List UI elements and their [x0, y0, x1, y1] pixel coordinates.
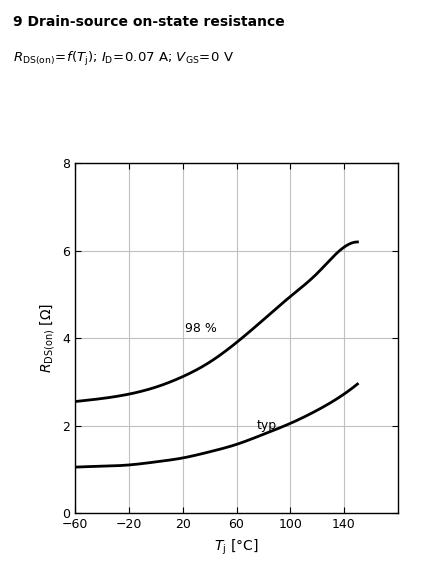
Text: $\mathit{R}_\mathsf{DS(on)}\!=\!f(\mathit{T}_\mathsf{j})$; $\mathit{I}_\mathsf{D: $\mathit{R}_\mathsf{DS(on)}\!=\!f(\mathi… — [13, 50, 234, 68]
Y-axis label: $\mathit{R}_\mathrm{DS(on)}\ \mathrm{[\Omega]}$: $\mathit{R}_\mathrm{DS(on)}\ \mathrm{[\O… — [38, 303, 57, 373]
Text: 98 %: 98 % — [185, 322, 217, 335]
X-axis label: $\mathit{T}_\mathrm{j}\ \mathrm{[°C]}$: $\mathit{T}_\mathrm{j}\ \mathrm{[°C]}$ — [214, 538, 259, 557]
Text: 9 Drain-source on-state resistance: 9 Drain-source on-state resistance — [13, 15, 285, 29]
Text: typ: typ — [257, 419, 277, 432]
